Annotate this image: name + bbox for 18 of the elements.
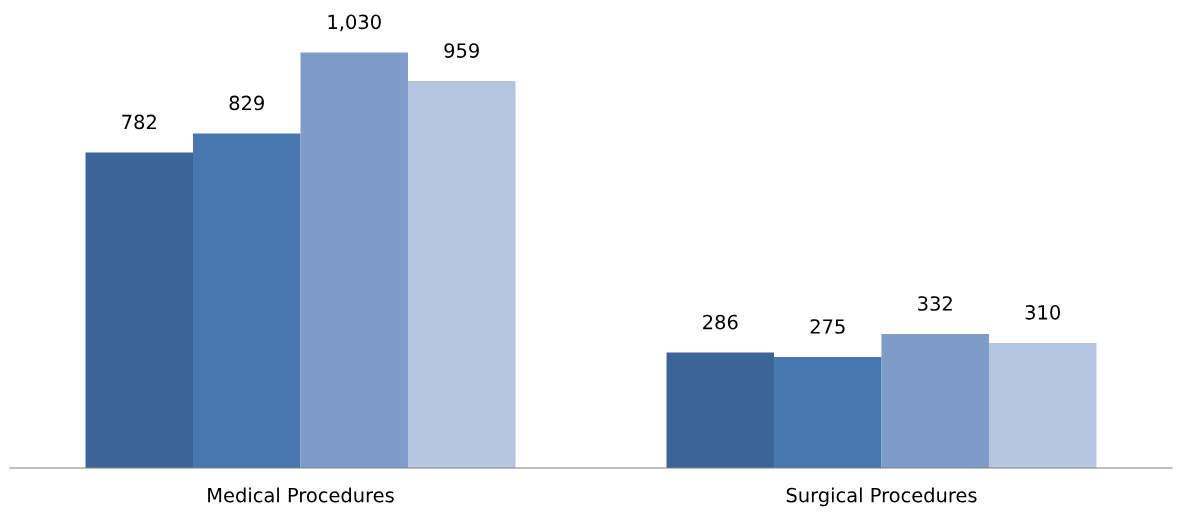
data-label: 959 — [444, 43, 479, 58]
bar — [193, 133, 301, 468]
bar — [666, 352, 775, 468]
x-tick-label: Medical Procedures — [208, 487, 394, 503]
x-tick-label: Surgical Procedures — [786, 487, 977, 507]
data-label: 275 — [810, 319, 845, 334]
data-label: 332 — [918, 296, 952, 311]
bar — [407, 81, 516, 468]
data-label: 1,030 — [328, 14, 381, 32]
data-label: 782 — [122, 114, 156, 130]
bar — [881, 334, 989, 468]
data-label: 829 — [229, 95, 264, 111]
bar — [774, 357, 882, 468]
bar — [300, 52, 408, 468]
data-label: 286 — [703, 314, 738, 330]
bar — [85, 152, 194, 468]
bar — [988, 342, 1097, 468]
data-label: 310 — [1025, 305, 1060, 320]
